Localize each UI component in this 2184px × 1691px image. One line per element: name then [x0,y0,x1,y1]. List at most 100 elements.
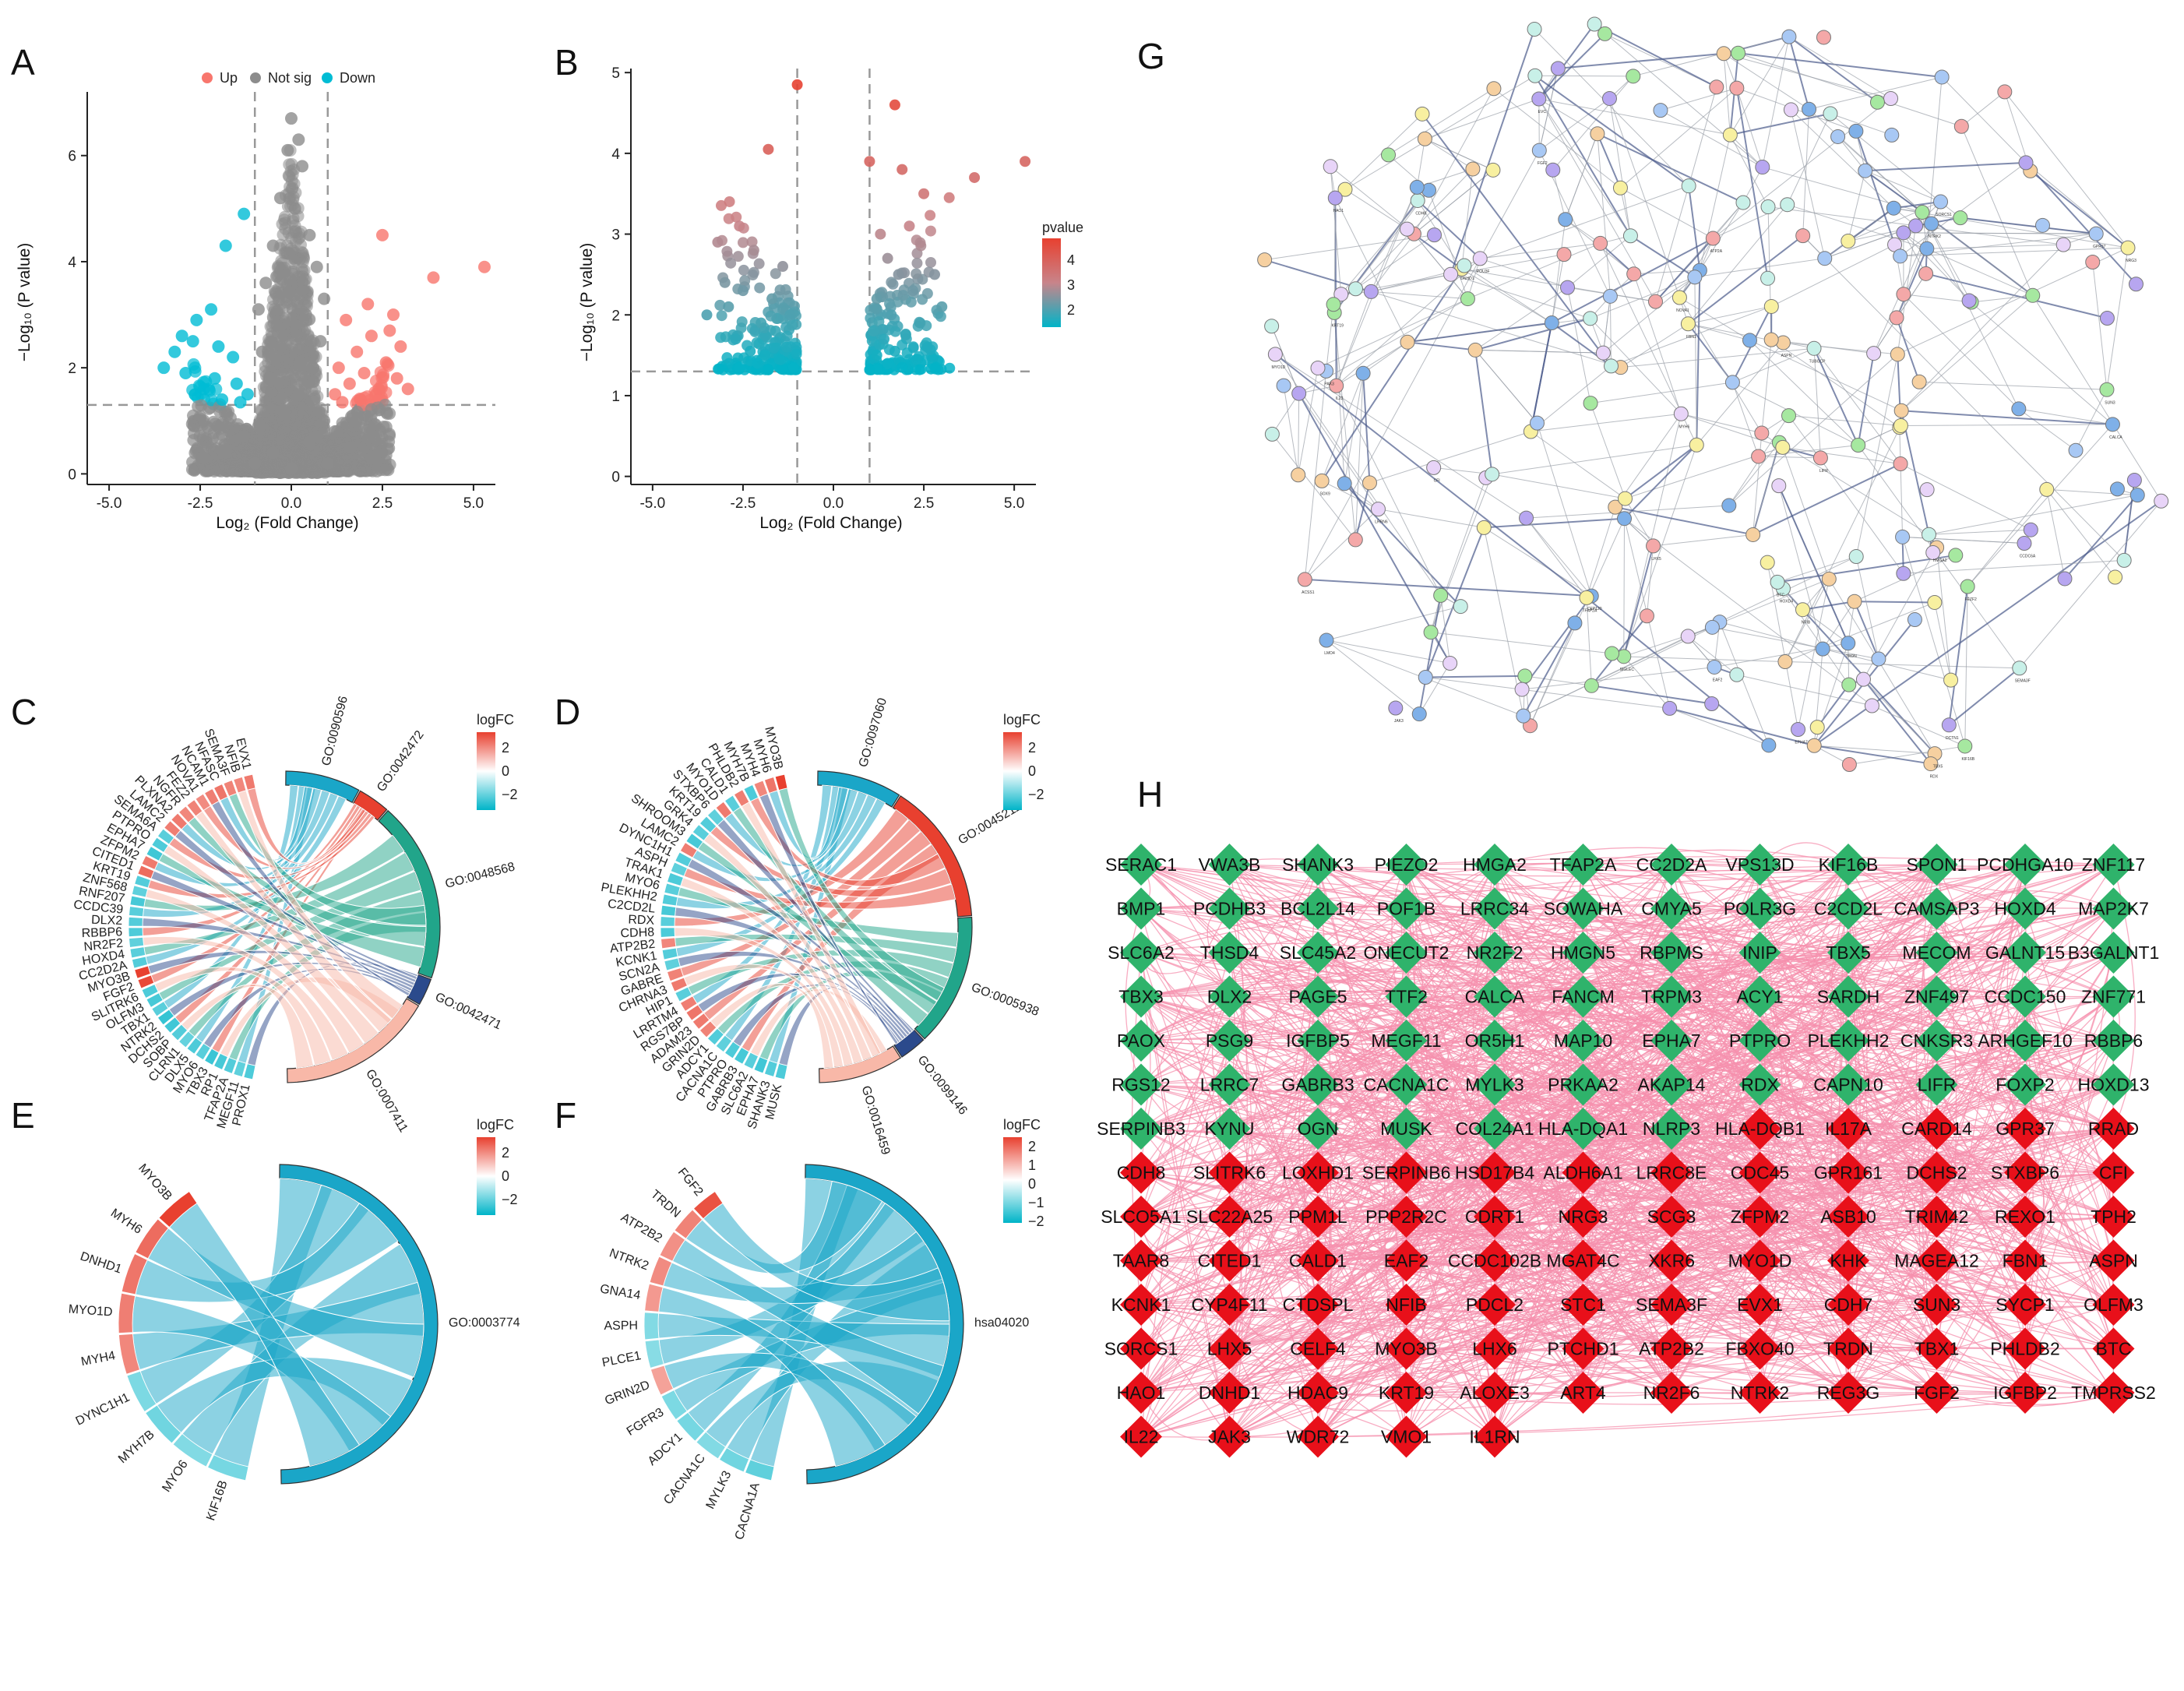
dge-point [346,409,359,422]
ppi-node-label: TBX5 [1933,765,1943,770]
ppi-node [1896,565,1911,581]
legend-a: Up Not sig Down [202,70,375,86]
legend-b-colorbar [1042,238,1061,327]
ppi-node [1751,449,1767,464]
data-point [766,293,778,305]
ppi-node [1709,79,1724,95]
gene-label: MYO1D [68,1303,113,1319]
ppi-node [1780,197,1795,213]
ppi-edge [1653,534,1753,547]
ppi-node [1809,720,1825,735]
panel-letter-a: A [11,42,35,83]
ppi-node [1517,668,1533,684]
ppi-node [1326,297,1341,312]
ppi-node [1830,129,1846,144]
ppi-node [1310,360,1326,375]
ppi-node [2068,442,2084,458]
data-point [773,354,785,365]
ppi-node [1763,298,1779,314]
ppi-edge [1863,678,1936,754]
data-point [252,303,265,316]
ppi-node [1791,722,1806,738]
ppi-edge [1565,133,1598,220]
ppi-node [1704,696,1720,712]
ppi-node [1560,280,1576,295]
ppi-edge [1492,444,1697,475]
y-tick-label: 5 [611,65,620,82]
ppi-node-label: SIGLEC [1620,668,1635,672]
ppi-node [1486,81,1502,97]
ppi-node [1864,698,1879,713]
ppi-node-label: GPR37 [2093,245,2106,249]
ppi-node [1724,375,1740,390]
data-point [252,420,265,433]
gene-label: KIF16B [204,1479,230,1523]
ppi-node-label: EAF2 [1713,678,1723,682]
ppi-node [1716,46,1731,62]
ppi-edge [1855,556,1879,660]
ppi-node [1806,340,1822,356]
legend-f-title: logFC [1003,1117,1041,1133]
notsig-point [295,262,308,276]
ppi-node-label: ASPN [1781,354,1792,358]
ppi-node [1943,672,1959,688]
ppi-node [2011,401,2027,417]
ppi-node [1583,311,1598,326]
data-point [266,239,280,252]
ppi-edge [1777,554,1956,583]
notsig-point [303,465,316,478]
term-label: GO:0048568 [444,860,516,891]
dge-point [732,251,744,262]
data-point [889,99,900,111]
ppi-node [1381,147,1397,163]
ppi-node [1347,281,1363,297]
ppi-node-label: TRDN [1846,654,1857,659]
legend-b-tick-2: 2 [1067,302,1075,318]
data-point [318,414,331,428]
ppi-edge [1948,667,2020,726]
notsig-point [301,333,315,346]
ppi-node [2012,661,2027,676]
ppi-node [1531,143,1547,158]
ppi-edge [1948,586,1969,725]
ppi-node [2034,217,2050,233]
ppi-node [1755,160,1770,175]
data-point [911,354,922,365]
ppi-node [1907,612,1922,628]
ppi-node [1915,205,1930,220]
ppi-node [1467,342,1483,358]
legend-f-tick-0: 2 [1028,1139,1036,1154]
dge-point [234,444,248,457]
ppi-node-label: LIFR [1819,469,1828,474]
ppi-node [1673,406,1689,421]
ppi-node [1414,106,1430,122]
dge-point [715,199,727,211]
data-point [212,340,225,353]
ppi-node [1409,179,1425,195]
ppi-node-label: NFIB [1802,621,1811,625]
gene-arc [128,927,143,938]
notsig-point [266,401,279,414]
ppi-node [1257,252,1273,268]
ppi-edge [1440,595,1451,664]
data-point [310,260,323,273]
notsig-point [273,364,286,377]
ppi-node [1742,333,1757,348]
ppi-node [1806,738,1822,753]
y-tick-label: 4 [611,146,620,163]
legend-notsig-marker [250,72,261,83]
ppi-node [2039,481,2055,497]
ppi-edge [1960,126,2034,296]
ppi-node-label: CFI [1434,478,1440,483]
legend-c-title: logFC [477,712,514,727]
ppi-node [1465,161,1481,177]
dge-point [714,299,726,311]
gene-arc [243,1063,256,1080]
ppi-node [1893,417,1908,433]
gene-arc [213,1052,228,1070]
data-point [350,345,364,358]
notsig-point [297,251,310,264]
data-point [255,345,269,358]
term-label: GO:0097060 [857,696,889,769]
